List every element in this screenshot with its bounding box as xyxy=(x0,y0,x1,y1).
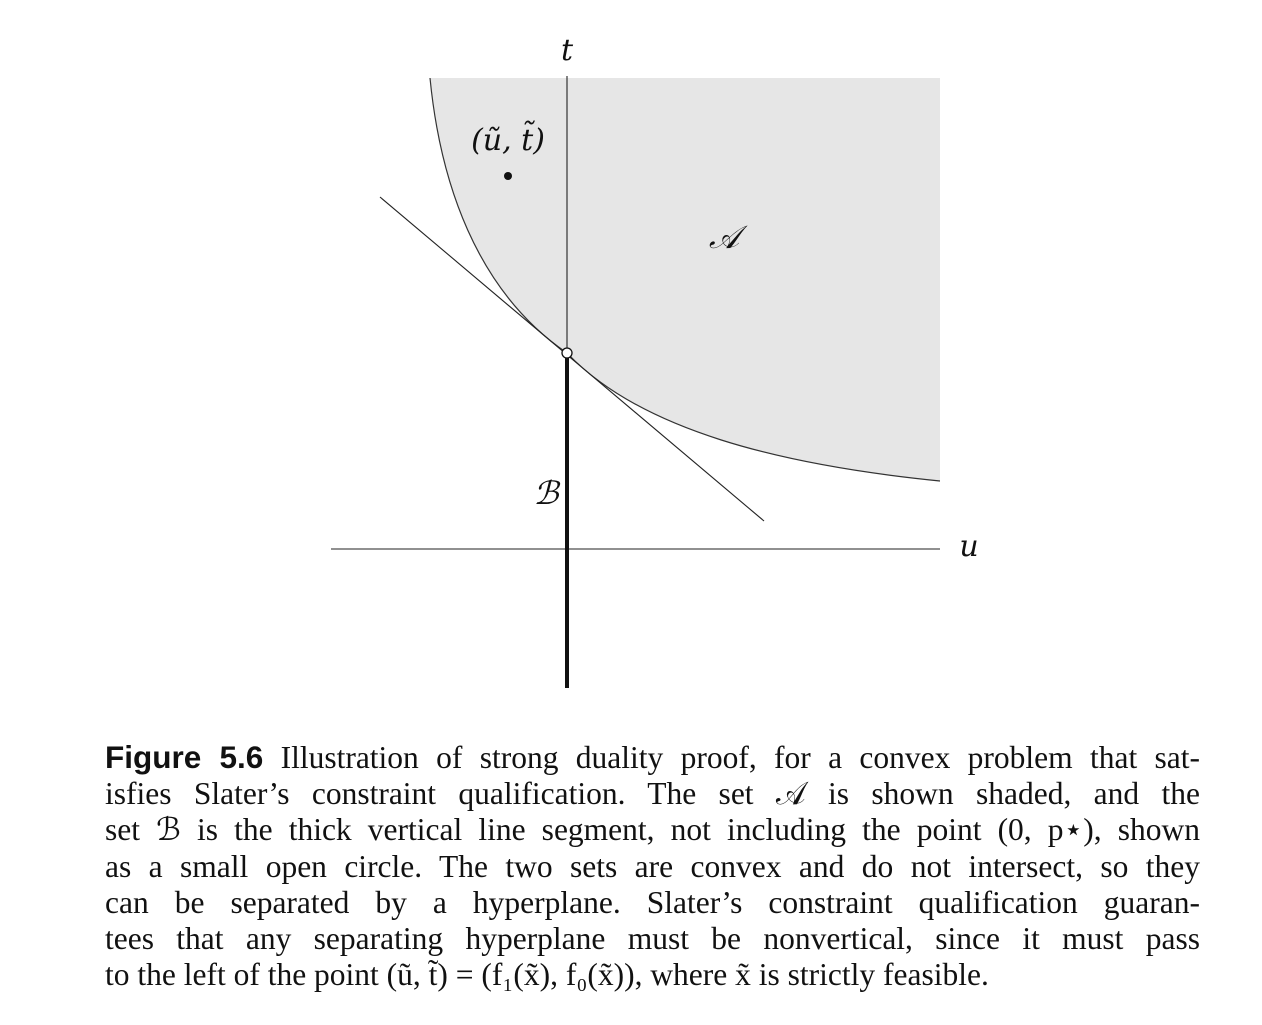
caption-line-4: as a small open circle. The two sets are… xyxy=(105,848,1200,884)
caption-line-7: to the left of the point (ũ, t̃) = (f₁(x… xyxy=(105,957,989,993)
caption-line-2: isfies Slater’s constraint qualification… xyxy=(105,776,1200,812)
open-circle-point xyxy=(561,347,573,359)
set-b-label: ℬ xyxy=(533,474,561,512)
caption-line-1: Figure 5.6 Illustration of strong dualit… xyxy=(105,739,1200,776)
point-label: (ũ, t̃) xyxy=(471,120,545,158)
set-a-region xyxy=(430,78,940,481)
caption-text-1: Illustration of strong duality proof, fo… xyxy=(280,740,1201,775)
caption-line-6: tees that any separating hyperplane must… xyxy=(105,921,1200,957)
figure-caption: Figure 5.6 Illustration of strong dualit… xyxy=(105,739,1200,993)
strong-duality-figure: t u (ũ, t̃) 𝒜 ℬ xyxy=(331,33,979,688)
strictly-feasible-point xyxy=(504,172,512,180)
separating-hyperplane xyxy=(379,196,765,522)
caption-line-3: set ℬ is the thick vertical line segment… xyxy=(105,812,1200,848)
figure-number: Figure 5.6 xyxy=(105,739,264,775)
u-axis-label: u xyxy=(959,529,978,564)
caption-line-5: can be separated by a hyperplane. Slater… xyxy=(105,884,1200,920)
t-axis-label: t xyxy=(561,33,574,68)
